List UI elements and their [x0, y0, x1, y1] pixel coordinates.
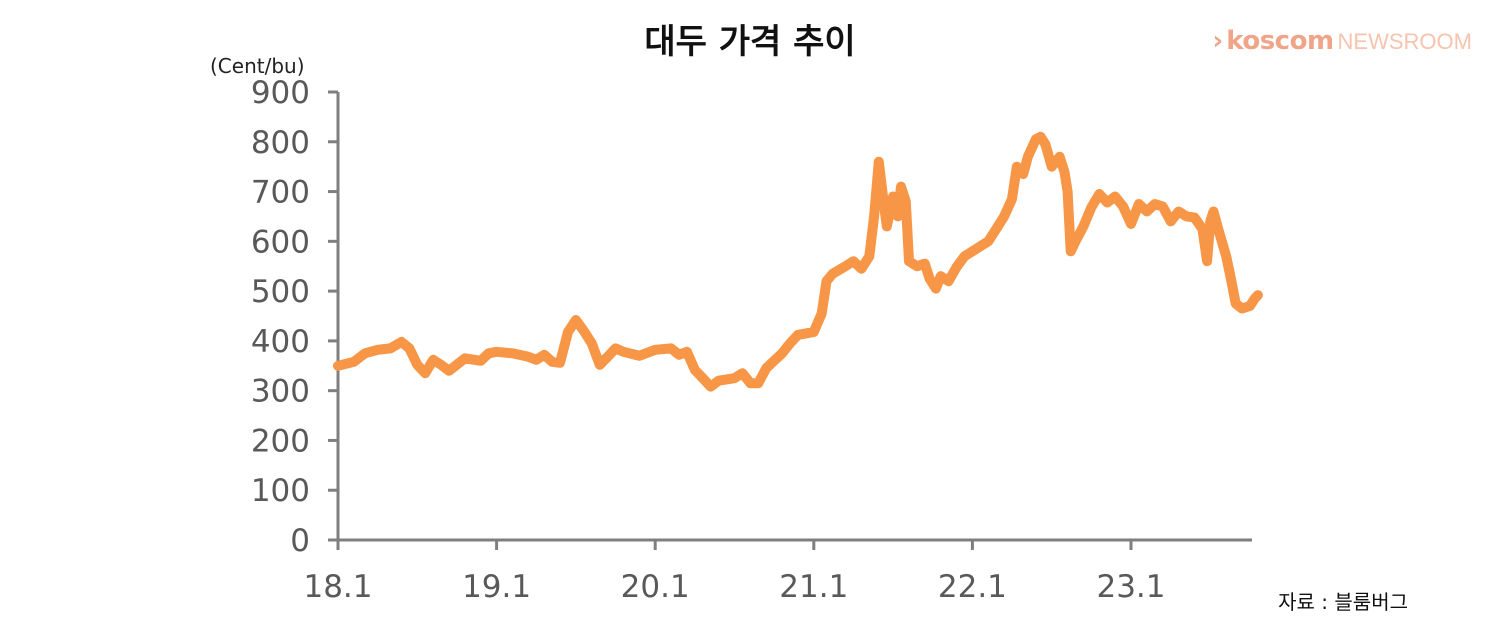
- x-tick-label: 20.1: [621, 569, 690, 605]
- y-tick-label: 100: [251, 473, 310, 509]
- y-tick-label: 900: [251, 75, 310, 111]
- x-tick-label: 21.1: [779, 569, 848, 605]
- x-tick-label: 23.1: [1096, 569, 1165, 605]
- y-tick-label: 400: [251, 324, 310, 360]
- chevron-icon: ›: [1212, 26, 1224, 56]
- logo-sub: NEWSROOM: [1337, 29, 1472, 54]
- y-tick-label: 300: [251, 374, 310, 410]
- y-tick-label: 200: [251, 423, 310, 459]
- y-tick-label: 800: [251, 125, 310, 161]
- chart-axes: [336, 92, 1252, 542]
- y-axis-unit-label: (Cent/bu): [210, 54, 305, 78]
- y-tick-label: 0: [290, 523, 310, 559]
- koscom-newsroom-logo: › koscom NEWSROOM: [1213, 26, 1472, 56]
- x-tick-label: 22.1: [938, 569, 1007, 605]
- series-group: [333, 131, 1263, 392]
- price-line: [333, 131, 1263, 392]
- x-tick-label: 19.1: [462, 569, 531, 605]
- logo-brand: koscom: [1226, 26, 1334, 56]
- x-tick-label: 18.1: [303, 569, 372, 605]
- y-axis-ticks: 0 100 200 300 400 500 600 700 800 900: [251, 75, 338, 559]
- chart-title: 대두 가격 추이: [644, 22, 856, 62]
- x-axis-ticks: 18.1 19.1 20.1 21.1 22.1 23.1: [303, 540, 1166, 605]
- y-tick-label: 700: [251, 175, 310, 211]
- source-note: 자료 : 블룸버그: [1278, 590, 1408, 614]
- y-tick-label: 500: [251, 274, 310, 310]
- y-tick-label: 600: [251, 224, 310, 260]
